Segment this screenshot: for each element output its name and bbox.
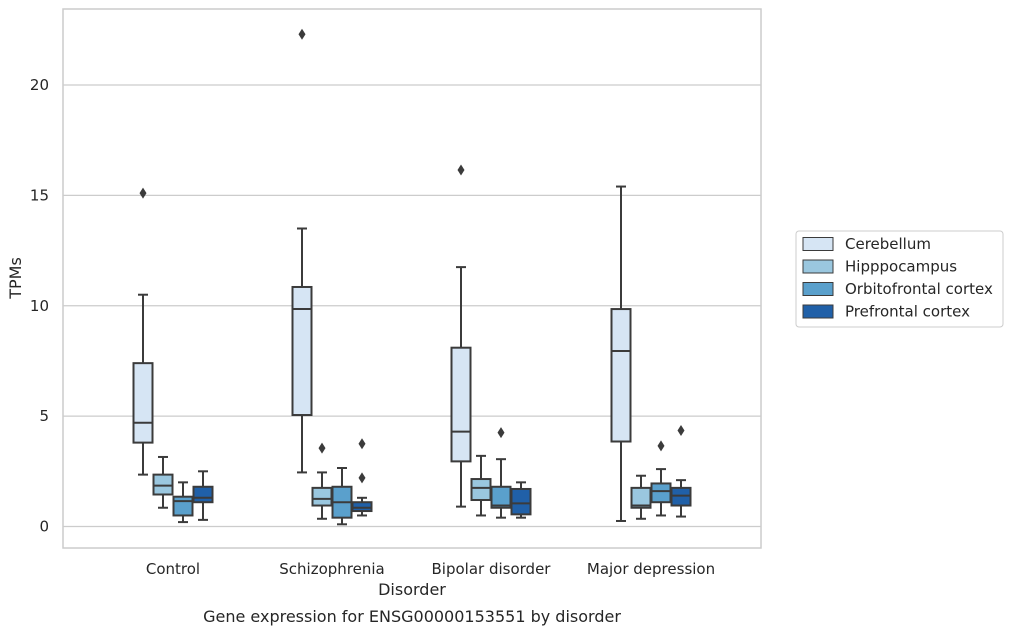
outlier-point: [318, 442, 326, 454]
box-body: [192, 485, 214, 504]
x-tick-label: Control: [146, 560, 200, 578]
legend-swatch: [802, 237, 834, 251]
box-body: [152, 473, 174, 496]
box-0-0: [132, 187, 154, 476]
box-1-0: [291, 28, 313, 474]
x-tick-label: Major depression: [587, 560, 715, 578]
box-0-2: [172, 481, 194, 524]
x-axis-ticks: Control Schizophrenia Bipolar disorder Majo…: [146, 560, 715, 578]
box-3-0: [610, 185, 632, 522]
y-tick-label: 15: [30, 186, 49, 204]
box-body: [450, 346, 472, 463]
box-0-1: [152, 455, 174, 509]
legend-label: Prefrontal cortex: [845, 303, 970, 321]
y-axis-title: TPMs: [6, 257, 25, 300]
box-2-3: [510, 481, 532, 519]
legend-item: Orbitofrontal cortex: [802, 280, 993, 298]
outlier-point: [677, 424, 685, 436]
box-2-0: [450, 164, 472, 508]
box-0-3: [192, 470, 214, 521]
legend-item: Prefrontal cortex: [802, 303, 970, 321]
outlier-point: [497, 427, 505, 439]
box-body: [470, 478, 492, 502]
box-series: [132, 28, 692, 526]
legend-item: Hipppocampus: [802, 258, 957, 276]
x-axis-title: Disorder: [378, 580, 446, 599]
legend-swatch: [802, 304, 834, 319]
legend-item: Cerebellum: [802, 235, 931, 253]
box-2-1: [470, 454, 492, 517]
y-tick-label: 20: [30, 76, 49, 94]
legend-frame: [795, 230, 1004, 328]
y-tick-label: 5: [39, 407, 49, 425]
legend-label: Cerebellum: [845, 235, 931, 253]
outlier-point: [298, 28, 306, 40]
plot-frame: [62, 8, 762, 549]
box-body: [670, 486, 692, 507]
legend-label: Orbitofrontal cortex: [845, 280, 993, 298]
gridlines: [63, 84, 761, 528]
x-tick-label: Schizophrenia: [279, 560, 384, 578]
box-body: [650, 482, 672, 504]
box-body: [351, 501, 373, 513]
box-body: [610, 308, 632, 443]
box-body: [172, 495, 194, 517]
outlier-point: [139, 187, 147, 199]
box-body: [132, 362, 154, 444]
box-body: [311, 486, 333, 507]
legend-label: Hipppocampus: [845, 258, 957, 276]
y-tick-label: 0: [39, 518, 49, 536]
x-tick-label: Bipolar disorder: [432, 560, 552, 578]
plot-background: [63, 9, 761, 548]
box-3-2: [650, 440, 672, 517]
y-axis-ticks: 0 5 10 15 20: [30, 76, 49, 536]
outlier-point: [457, 164, 465, 176]
outlier-point: [657, 440, 665, 452]
legend-swatch: [802, 282, 834, 296]
legend: Cerebellum Hipppocampus Orbitofrontal cort…: [795, 230, 1004, 328]
outlier-point: [358, 472, 366, 484]
y-tick-label: 10: [30, 297, 49, 315]
box-body: [510, 487, 532, 516]
box-body: [291, 285, 313, 417]
box-1-3: [351, 438, 373, 517]
box-3-3: [670, 424, 692, 518]
chart-caption: Gene expression for ENSG00000153551 by d…: [203, 607, 621, 626]
legend-swatch: [802, 259, 834, 274]
outlier-point: [358, 438, 366, 450]
